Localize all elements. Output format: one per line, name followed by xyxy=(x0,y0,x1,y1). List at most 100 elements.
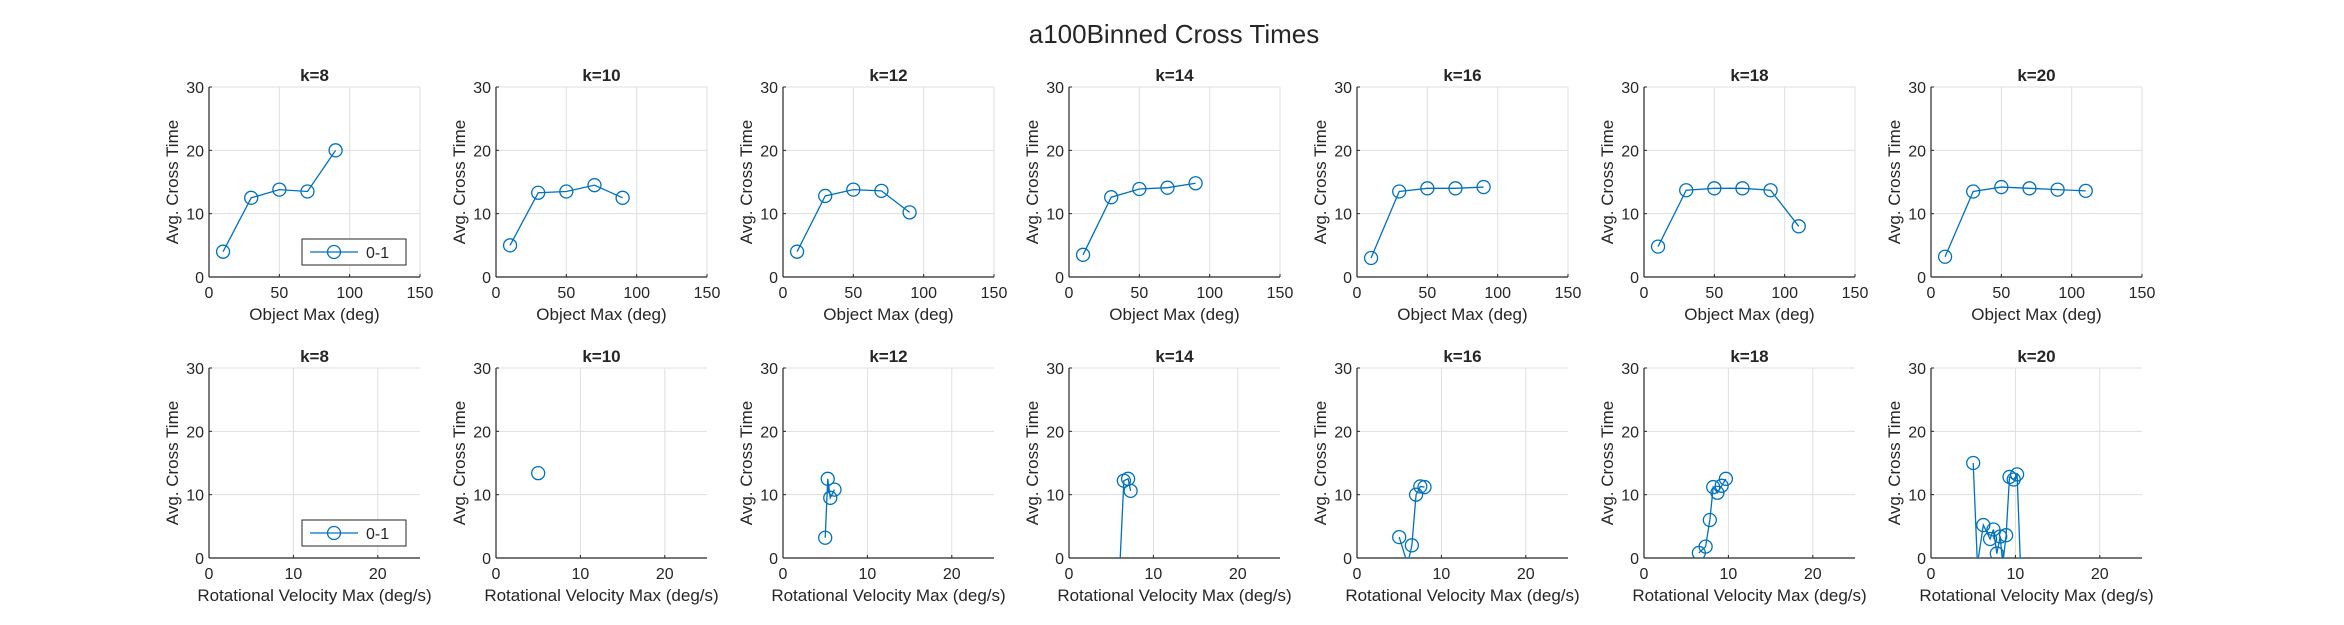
x-axis-label: Object Max (deg) xyxy=(823,305,953,324)
subplot-title: k=18 xyxy=(1730,347,1768,366)
y-tick-label: 10 xyxy=(1621,488,1639,505)
y-tick-label: 30 xyxy=(1046,361,1064,378)
y-tick-label: 10 xyxy=(760,488,778,505)
data-point-marker xyxy=(1763,183,1778,198)
data-point-marker xyxy=(846,182,861,197)
x-axis-label: Rotational Velocity Max (deg/s) xyxy=(197,586,431,605)
x-tick-label: 50 xyxy=(1992,285,2010,302)
y-tick-label: 20 xyxy=(1621,424,1639,441)
data-point-marker xyxy=(1404,538,1420,553)
x-tick-label: 10 xyxy=(285,566,303,583)
plot-area xyxy=(1644,87,1855,277)
x-tick-label: 10 xyxy=(1433,566,1451,583)
x-tick-label: 0 xyxy=(492,285,501,302)
data-point-marker xyxy=(1982,531,1998,547)
x-tick-label: 100 xyxy=(623,285,650,302)
y-tick-label: 30 xyxy=(1908,361,1926,378)
x-tick-label: 0 xyxy=(205,285,214,302)
data-point-marker xyxy=(272,182,287,197)
data-point-marker xyxy=(1363,250,1379,266)
y-tick-label: 30 xyxy=(760,80,778,97)
data-point-marker xyxy=(1966,184,1981,199)
data-point-marker xyxy=(1989,546,2004,558)
y-tick-label: 10 xyxy=(1334,488,1352,505)
data-point-marker xyxy=(502,238,518,253)
x-tick-label: 50 xyxy=(557,285,575,302)
data-point-marker xyxy=(1966,455,1981,471)
data-point-marker xyxy=(1974,557,1981,558)
x-tick-label: 10 xyxy=(859,566,877,583)
data-point-marker xyxy=(827,482,842,497)
subplot: 0 10 20 0 10 20 30 k=12 Rotational Velocity Max … xyxy=(737,347,1006,605)
y-axis-label: Avg. Cross Time xyxy=(163,120,182,244)
subplot-title: k=16 xyxy=(1443,66,1481,85)
x-axis-label: Rotational Velocity Max (deg/s) xyxy=(1345,586,1579,605)
x-axis-label: Object Max (deg) xyxy=(249,305,379,324)
y-axis-label: Avg. Cross Time xyxy=(1598,401,1617,525)
data-point-marker xyxy=(1718,471,1734,486)
series-line xyxy=(1398,485,1425,558)
y-axis-label: Avg. Cross Time xyxy=(1885,120,1904,244)
y-tick-label: 20 xyxy=(760,424,778,441)
subplot: 0 50 100 150 0 10 20 30 k=20 Object Max (deg) Avg.… xyxy=(1885,66,2155,324)
series-group xyxy=(1363,179,1491,266)
x-tick-label: 150 xyxy=(407,285,434,302)
y-tick-label: 30 xyxy=(186,361,204,378)
x-tick-label: 100 xyxy=(1196,285,1223,302)
y-tick-label: 0 xyxy=(1630,551,1639,568)
y-tick-label: 20 xyxy=(473,424,491,441)
subplot-title: k=20 xyxy=(2017,66,2055,85)
data-point-marker xyxy=(1417,479,1432,495)
series-group xyxy=(1392,479,1432,558)
y-tick-label: 30 xyxy=(760,361,778,378)
y-axis-label: Avg. Cross Time xyxy=(450,401,469,525)
plot-area xyxy=(783,87,994,277)
data-point-marker xyxy=(1413,479,1428,494)
data-point-marker xyxy=(531,465,546,481)
x-tick-label: 20 xyxy=(656,566,674,583)
x-tick-label: 20 xyxy=(943,566,961,583)
subplot-title: k=14 xyxy=(1155,66,1194,85)
data-point-marker xyxy=(1998,528,2014,543)
x-tick-label: 100 xyxy=(1771,285,1798,302)
legend-entry-label: 0-1 xyxy=(366,526,389,543)
series-line xyxy=(796,188,910,252)
y-axis-label: Avg. Cross Time xyxy=(737,120,756,244)
y-tick-label: 10 xyxy=(473,207,491,224)
y-axis-label: Avg. Cross Time xyxy=(1023,120,1042,244)
plot-area xyxy=(496,368,707,558)
series-group xyxy=(1116,471,1138,558)
x-tick-label: 10 xyxy=(572,566,590,583)
subplot: 0 10 20 0 10 20 30 k=14 Rotational Velocity Max … xyxy=(1023,347,1292,605)
subplot: 0 10 20 0 10 20 30 k=18 Rotational Velocity Max … xyxy=(1598,347,1867,605)
x-axis-label: Object Max (deg) xyxy=(536,305,666,324)
x-tick-label: 150 xyxy=(1555,285,1582,302)
series-line xyxy=(1082,182,1196,256)
plot-area xyxy=(496,87,707,277)
data-point-marker xyxy=(2009,467,2025,482)
x-tick-label: 100 xyxy=(2058,285,2085,302)
y-tick-label: 20 xyxy=(1908,143,1926,160)
subplot: 0 50 100 150 0 10 20 30 k=14 Object Max (deg) Avg.… xyxy=(1023,66,1293,324)
y-tick-label: 0 xyxy=(769,270,778,287)
x-tick-label: 100 xyxy=(336,285,363,302)
series-line xyxy=(1657,187,1800,247)
y-tick-label: 20 xyxy=(186,143,204,160)
x-axis-label: Object Max (deg) xyxy=(1397,305,1527,324)
x-axis-label: Rotational Velocity Max (deg/s) xyxy=(484,586,718,605)
data-point-marker xyxy=(300,184,315,199)
x-axis-label: Object Max (deg) xyxy=(1109,305,1239,324)
y-tick-label: 30 xyxy=(1621,361,1639,378)
y-tick-label: 20 xyxy=(760,143,778,160)
data-point-marker xyxy=(789,244,805,259)
data-point-marker xyxy=(1392,529,1407,545)
data-point-marker xyxy=(1160,180,1175,195)
data-point-marker xyxy=(615,190,630,205)
subplot: 0 50 100 150 0 10 20 30 k=8 Object Max (deg) Avg. … xyxy=(163,66,433,324)
x-tick-label: 150 xyxy=(2129,285,2156,302)
x-tick-label: 0 xyxy=(1640,285,1649,302)
data-point-marker xyxy=(1710,485,1725,500)
data-point-marker xyxy=(328,143,343,158)
y-tick-label: 20 xyxy=(1908,424,1926,441)
